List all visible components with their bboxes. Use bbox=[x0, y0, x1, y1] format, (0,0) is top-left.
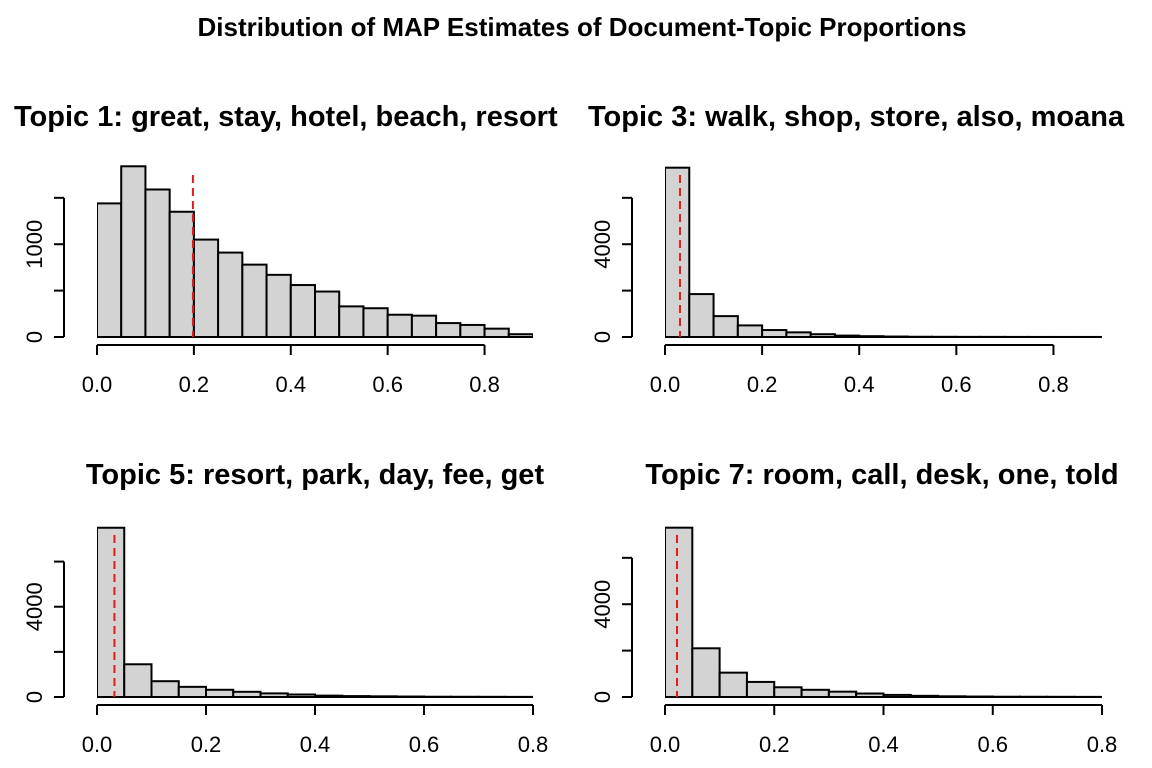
y-tick-label: 0 bbox=[22, 331, 47, 343]
histogram-bar bbox=[507, 333, 533, 339]
histogram-bar bbox=[97, 202, 123, 338]
panel-title: Topic 1: great, stay, hotel, beach, reso… bbox=[14, 101, 558, 133]
histogram-bar bbox=[120, 165, 147, 338]
histogram-bar bbox=[773, 686, 803, 699]
histogram-bar bbox=[265, 273, 292, 339]
histogram-bar bbox=[314, 290, 341, 338]
histogram-bar bbox=[483, 327, 510, 338]
histogram-panel-1: Topic 1: great, stay, hotel, beach, reso… bbox=[14, 101, 558, 397]
histogram-bar bbox=[736, 324, 764, 338]
histogram-bar bbox=[809, 333, 836, 339]
histogram-bar bbox=[362, 307, 389, 339]
histogram-bar bbox=[718, 671, 748, 698]
histogram-bar bbox=[833, 334, 861, 339]
x-tick-label: 0.6 bbox=[941, 372, 972, 397]
histogram-panel-4: Topic 7: room, call, desk, one, told 0.0 0… bbox=[590, 459, 1119, 757]
x-tick-label: 0.4 bbox=[300, 732, 331, 757]
histogram-bar bbox=[217, 251, 244, 338]
histogram-bar bbox=[368, 695, 398, 699]
x-tick-label: 0.0 bbox=[82, 372, 113, 397]
histogram-bar bbox=[691, 647, 721, 699]
x-tick-label: 0.6 bbox=[409, 732, 440, 757]
histogram-bar bbox=[665, 166, 691, 338]
histogram-bar bbox=[205, 688, 235, 699]
bar-group bbox=[665, 166, 1102, 339]
histogram-bar bbox=[410, 314, 438, 338]
x-tick-label: 0.6 bbox=[372, 372, 403, 397]
y-tick-label: 1000 bbox=[22, 220, 47, 269]
x-tick-label: 0.6 bbox=[977, 732, 1008, 757]
histogram-bar bbox=[314, 694, 344, 698]
histogram-bar bbox=[937, 695, 967, 698]
histogram-bar bbox=[286, 693, 316, 699]
histogram-bar bbox=[435, 322, 462, 339]
x-tick-label: 0.4 bbox=[275, 372, 306, 397]
histogram-bar bbox=[150, 680, 180, 698]
y-tick-label: 0 bbox=[22, 691, 47, 703]
page-title: Distribution of MAP Estimates of Documen… bbox=[198, 12, 967, 42]
histogram-bar bbox=[665, 526, 694, 698]
histogram-bar bbox=[338, 305, 365, 338]
x-tick-label: 0.4 bbox=[868, 732, 899, 757]
y-tick-label: 4000 bbox=[590, 580, 615, 629]
y-tick-label: 4000 bbox=[22, 582, 47, 631]
x-tick-label: 0.0 bbox=[650, 372, 681, 397]
panel-title: Topic 3: walk, shop, store, also, moana bbox=[588, 101, 1125, 133]
x-tick-label: 0.2 bbox=[191, 732, 222, 757]
histogram-bar bbox=[259, 692, 289, 698]
histogram-bar bbox=[144, 188, 171, 338]
bar-group bbox=[665, 526, 1102, 699]
histogram-bar bbox=[745, 680, 776, 698]
histogram-bar bbox=[241, 263, 268, 338]
histogram-bar bbox=[688, 293, 715, 338]
histogram-bar bbox=[855, 692, 885, 698]
histogram-bar bbox=[341, 695, 371, 698]
histogram-bar bbox=[289, 284, 316, 338]
histogram-bar bbox=[761, 329, 788, 338]
y-tick-label: 0 bbox=[590, 331, 615, 343]
histogram-bar bbox=[177, 685, 207, 699]
bar-group bbox=[97, 165, 533, 339]
x-tick-label: 0.8 bbox=[1087, 732, 1118, 757]
histogram-bar bbox=[97, 526, 126, 698]
histogram-bar bbox=[800, 688, 830, 698]
y-tick-label: 0 bbox=[590, 691, 615, 703]
histogram-bar bbox=[785, 331, 812, 339]
histogram-bar bbox=[882, 693, 912, 698]
histogram-bar bbox=[827, 690, 858, 699]
x-tick-label: 0.0 bbox=[82, 732, 113, 757]
x-tick-label: 0.2 bbox=[759, 732, 790, 757]
histogram-bar bbox=[858, 335, 885, 339]
histogram-bar bbox=[232, 690, 262, 698]
histogram-bar bbox=[712, 315, 739, 338]
histogram-bar bbox=[386, 313, 413, 339]
x-tick-label: 0.2 bbox=[179, 372, 210, 397]
histogram-bar bbox=[168, 210, 195, 338]
panel-title: Topic 5: resort, park, day, fee, get bbox=[86, 459, 545, 491]
histogram-bar bbox=[123, 663, 153, 699]
x-tick-label: 0.8 bbox=[469, 372, 500, 397]
panel-title: Topic 7: room, call, desk, one, told bbox=[645, 459, 1118, 491]
histogram-bar bbox=[192, 238, 220, 338]
histogram-bar bbox=[459, 323, 486, 339]
histogram-bar bbox=[909, 694, 940, 698]
x-tick-label: 0.0 bbox=[650, 732, 681, 757]
x-tick-label: 0.8 bbox=[518, 732, 549, 757]
x-tick-label: 0.2 bbox=[747, 372, 778, 397]
histogram-panel-2: Topic 3: walk, shop, store, also, moana 0… bbox=[588, 101, 1125, 397]
histogram-panel-3: Topic 5: resort, park, day, fee, get 0.0 0… bbox=[22, 459, 548, 757]
y-tick-label: 4000 bbox=[590, 220, 615, 269]
x-tick-label: 0.8 bbox=[1038, 372, 1069, 397]
bar-group bbox=[97, 526, 533, 699]
x-tick-label: 0.4 bbox=[844, 372, 875, 397]
